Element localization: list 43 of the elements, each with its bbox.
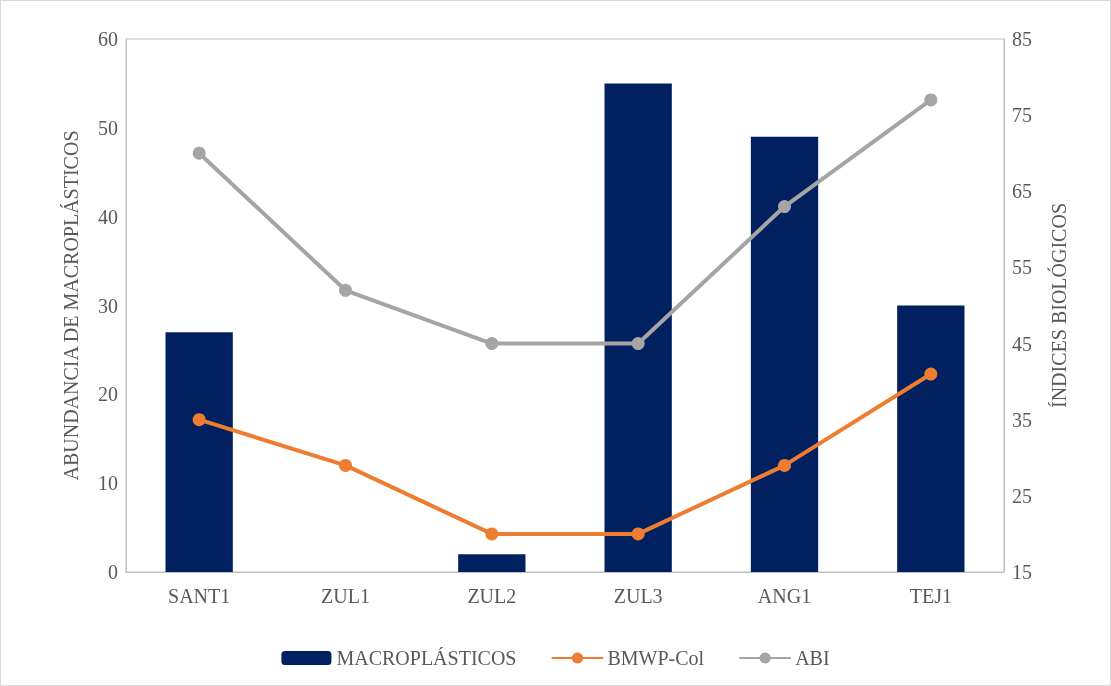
- legend-label: BMWP-Col: [607, 647, 705, 669]
- x-tick-label: ZUL3: [613, 585, 663, 607]
- bar: [165, 332, 233, 572]
- y2-tick-label: 45: [1012, 332, 1032, 355]
- x-tick-label: ZUL1: [321, 585, 370, 607]
- point: [631, 527, 645, 541]
- legend-label: ABI: [795, 647, 830, 669]
- y2-tick-label: 15: [1012, 561, 1032, 583]
- point: [924, 93, 938, 107]
- y-tick-label: 60: [98, 28, 118, 50]
- y2-axis-title: ÍNDICES BIOLÓGICOS: [1047, 203, 1070, 408]
- point: [778, 458, 791, 472]
- point: [778, 200, 791, 214]
- y2-tick-label: 85: [1012, 28, 1032, 50]
- bar: [750, 136, 819, 572]
- point: [631, 337, 645, 351]
- bar: [897, 305, 965, 572]
- y-axis-title: ABUNDANCIA DE MACROPLÁSTICOS: [60, 130, 82, 481]
- point: [485, 337, 499, 351]
- y2-tick-label: 75: [1012, 104, 1032, 127]
- x-tick-label: ANG1: [757, 585, 812, 607]
- bar: [604, 83, 672, 572]
- x-tick-label: SANT1: [168, 585, 231, 607]
- point: [192, 413, 206, 427]
- y2-tick-label: 35: [1012, 408, 1032, 431]
- y-tick-label: 30: [98, 294, 118, 317]
- point: [339, 283, 352, 297]
- y-tick-label: 0: [108, 561, 118, 583]
- point: [924, 367, 938, 381]
- y-tick-label: 10: [98, 472, 118, 495]
- legend-label: MACROPLÁSTICOS: [336, 647, 517, 669]
- point: [192, 146, 206, 160]
- point: [485, 527, 499, 541]
- point: [339, 458, 352, 472]
- y2-tick-label: 55: [1012, 256, 1032, 279]
- x-tick-label: TEJ1: [909, 585, 952, 607]
- y2-tick-label: 25: [1012, 484, 1032, 507]
- y-tick-label: 50: [98, 116, 118, 139]
- y-tick-label: 20: [98, 383, 118, 406]
- y2-tick-label: 65: [1012, 180, 1032, 203]
- bar: [458, 554, 526, 572]
- y-tick-label: 40: [98, 205, 118, 228]
- x-tick-label: ZUL2: [467, 585, 517, 607]
